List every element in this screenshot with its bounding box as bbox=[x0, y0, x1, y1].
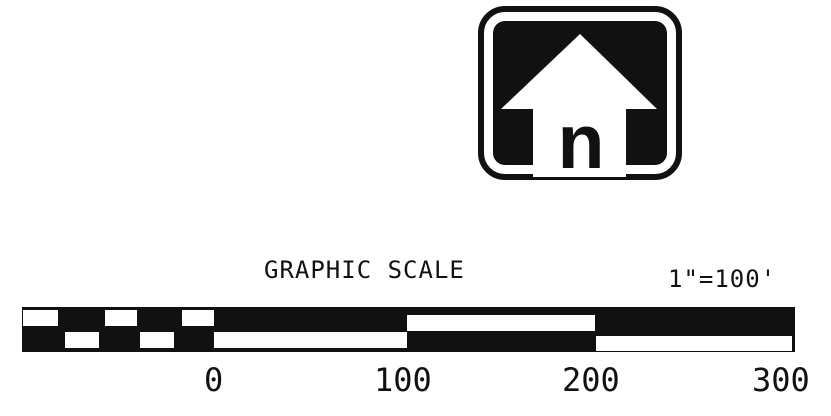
scale-bar bbox=[22, 307, 795, 352]
scale-segment bbox=[105, 310, 137, 326]
north-arrow-icon: n bbox=[478, 6, 682, 180]
scale-tick-0: 0 bbox=[204, 361, 224, 399]
north-letter: n bbox=[557, 99, 604, 180]
scale-tick-300: 300 bbox=[752, 361, 810, 399]
scale-segment bbox=[182, 310, 214, 326]
scale-segment bbox=[140, 332, 174, 348]
scale-tick-100: 100 bbox=[374, 361, 432, 399]
scale-segment bbox=[65, 332, 99, 348]
scale-tick-200: 200 bbox=[562, 361, 620, 399]
scale-segment bbox=[407, 315, 595, 331]
scale-ratio: 1"=100' bbox=[668, 265, 777, 293]
scale-title: GRAPHIC SCALE bbox=[264, 256, 465, 284]
scale-segment bbox=[214, 332, 407, 348]
scale-segment bbox=[596, 336, 792, 352]
scale-segment bbox=[22, 310, 58, 326]
